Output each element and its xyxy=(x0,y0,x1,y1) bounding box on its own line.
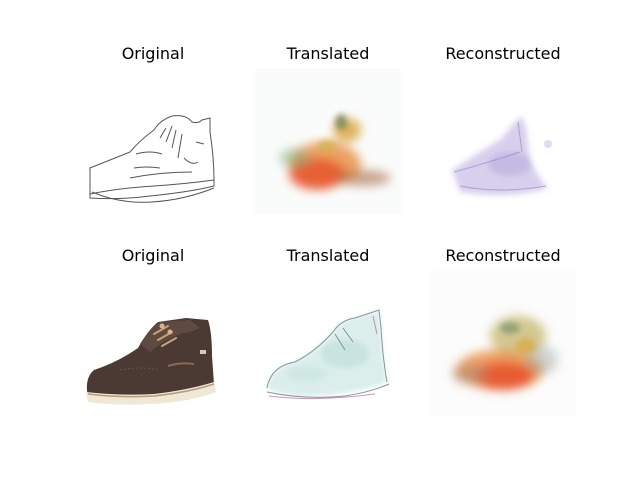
blurry-orange-shoe-icon xyxy=(430,270,576,416)
title-reconstructed-row2: Reconstructed xyxy=(445,246,561,265)
title-reconstructed-row1: Reconstructed xyxy=(445,44,561,63)
title-original-row1: Original xyxy=(121,44,185,63)
title-translated-row2: Translated xyxy=(286,246,370,265)
title-original-row2: Original xyxy=(121,246,185,265)
pale-cyan-shoe-sketch-icon xyxy=(266,309,390,400)
title-translated-row1: Translated xyxy=(286,44,370,63)
faint-lavender-shoe-icon xyxy=(452,116,552,196)
panel-translated-row1 xyxy=(255,68,401,214)
shoe-sketch-icon xyxy=(89,115,215,203)
panel-original-row2 xyxy=(80,270,226,416)
panel-reconstructed-row2 xyxy=(430,270,576,416)
panel-translated-row2 xyxy=(255,270,401,416)
brown-boat-shoe-photo-icon xyxy=(86,318,216,405)
panel-original-row1 xyxy=(80,68,226,214)
panel-reconstructed-row1 xyxy=(430,68,576,214)
blurry-orange-shoe-icon xyxy=(255,68,401,214)
